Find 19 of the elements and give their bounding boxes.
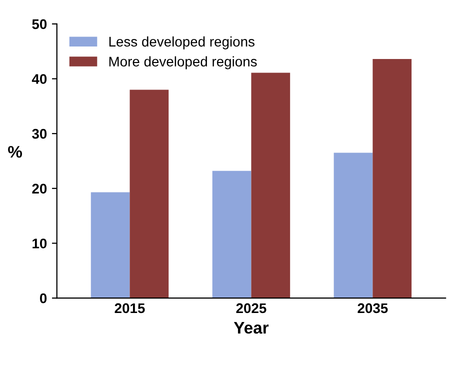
y-axis-title: %: [8, 146, 22, 158]
y-tick-label: 10: [32, 238, 47, 248]
bar: [90, 192, 130, 298]
bar: [372, 59, 412, 298]
bar: [334, 152, 373, 298]
bar: [251, 72, 290, 298]
legend-label: Less developed regions: [109, 36, 254, 50]
y-tick-label: 20: [32, 184, 47, 194]
x-axis-title: Year: [234, 322, 269, 334]
bar: [130, 90, 169, 298]
bar: [212, 170, 252, 298]
y-tick-label: 30: [32, 128, 47, 139]
legend-label: More developed regions: [109, 56, 257, 70]
x-tick-label: 2025: [236, 303, 266, 314]
y-tick-label: 50: [32, 19, 47, 30]
y-tick-label: 40: [32, 74, 47, 84]
x-tick-label: 2015: [114, 303, 145, 314]
x-tick-label: 2035: [358, 303, 388, 314]
y-tick-label: 0: [40, 293, 47, 304]
